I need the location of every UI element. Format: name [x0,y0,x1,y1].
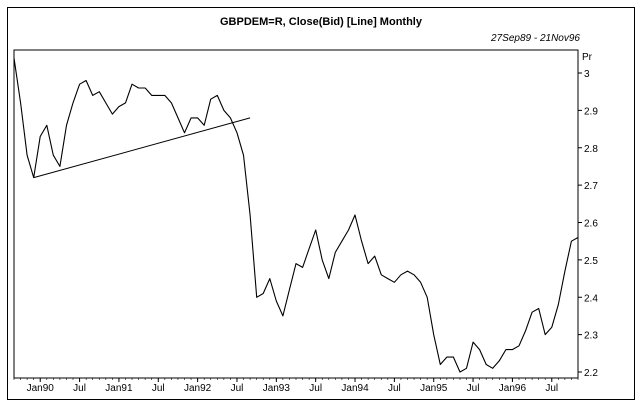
plot-area [13,49,579,379]
x-tick-label: Jan96 [499,383,527,394]
x-tick-label: Jan93 [263,383,291,394]
x-tick-label: Jul [388,383,401,394]
price-series-line [13,57,579,373]
x-tick-label: Jul [545,383,558,394]
y-tick-label: 2.8 [584,144,598,155]
y-tick-label: 2.2 [584,368,598,379]
x-tick-label: Jan94 [341,383,369,394]
y-tick-label: 3 [584,69,590,80]
y-tick-label: 2.4 [584,293,598,304]
trendline [33,117,251,179]
y-tick-label: 2.6 [584,219,598,230]
y-tick-label: 2.5 [584,256,598,267]
x-tick-label: Jan91 [105,383,133,394]
y-tick-label: 2.7 [584,181,598,192]
x-tick-label: Jul [467,383,480,394]
x-tick-label: Jan92 [184,383,212,394]
chart-title: GBPDEM=R, Close(Bid) [Line] Monthly [220,16,423,28]
x-tick-label: Jul [152,383,165,394]
x-tick-label: Jan95 [420,383,448,394]
y-axis-label: Pr [582,52,593,63]
x-tick-label: Jul [309,383,322,394]
chart-frame [7,7,635,400]
y-tick-label: 2.3 [584,331,598,342]
y-tick-label: 2.9 [584,106,598,117]
x-tick-label: Jul [231,383,244,394]
x-tick-label: Jul [73,383,86,394]
date-range-label: 27Sep89 - 21Nov96 [490,33,580,44]
x-tick-label: Jan90 [27,383,55,394]
